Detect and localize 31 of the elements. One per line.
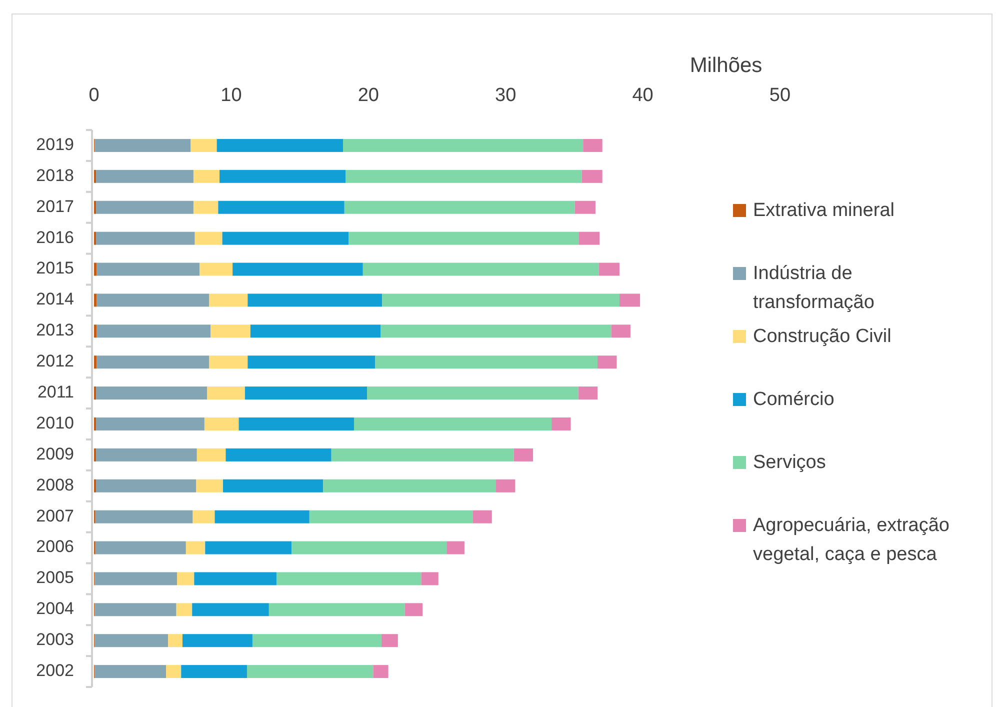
x-tick-label: 30 xyxy=(495,85,516,106)
y-tick-label: 2015 xyxy=(36,258,74,278)
legend-label: Comércio xyxy=(753,389,834,410)
x-tick-label: 10 xyxy=(220,85,242,106)
x-tick-label: 20 xyxy=(358,85,379,106)
y-tick-label: 2016 xyxy=(36,228,74,247)
y-tick-label: 2008 xyxy=(36,475,74,494)
x-tick-label: 40 xyxy=(632,85,654,106)
y-tick-label: 2019 xyxy=(36,134,74,154)
legend-label: Serviços xyxy=(753,452,826,474)
x-axis-title: Milhões xyxy=(690,54,762,77)
legend-label: Construção Civil xyxy=(753,326,892,348)
y-tick-label: 2014 xyxy=(36,290,74,309)
y-tick-label: 2002 xyxy=(36,661,74,680)
y-tick-label: 2011 xyxy=(37,382,74,402)
y-tick-label: 2005 xyxy=(36,568,74,588)
legend-label: Indústria de transformação xyxy=(753,263,874,314)
legend-label: Agropecuária, extração vegetal, caça e pesca xyxy=(753,515,950,566)
y-tick-label: 2007 xyxy=(36,506,74,526)
y-tick-label: 2018 xyxy=(36,166,74,185)
y-tick-label: 2012 xyxy=(36,352,74,371)
y-tick-label: 2013 xyxy=(36,320,74,340)
y-tick-label: 2006 xyxy=(36,537,74,556)
legend-label: Extrativa mineral xyxy=(753,200,894,222)
x-tick-label: 50 xyxy=(769,85,791,106)
y-tick-label: 2009 xyxy=(36,444,74,464)
y-tick-label: 2017 xyxy=(36,196,74,216)
x-tick-label: 0 xyxy=(88,85,100,106)
y-tick-label: 2003 xyxy=(36,630,74,650)
y-tick-label: 2010 xyxy=(36,413,74,432)
y-tick-label: 2004 xyxy=(36,599,74,618)
